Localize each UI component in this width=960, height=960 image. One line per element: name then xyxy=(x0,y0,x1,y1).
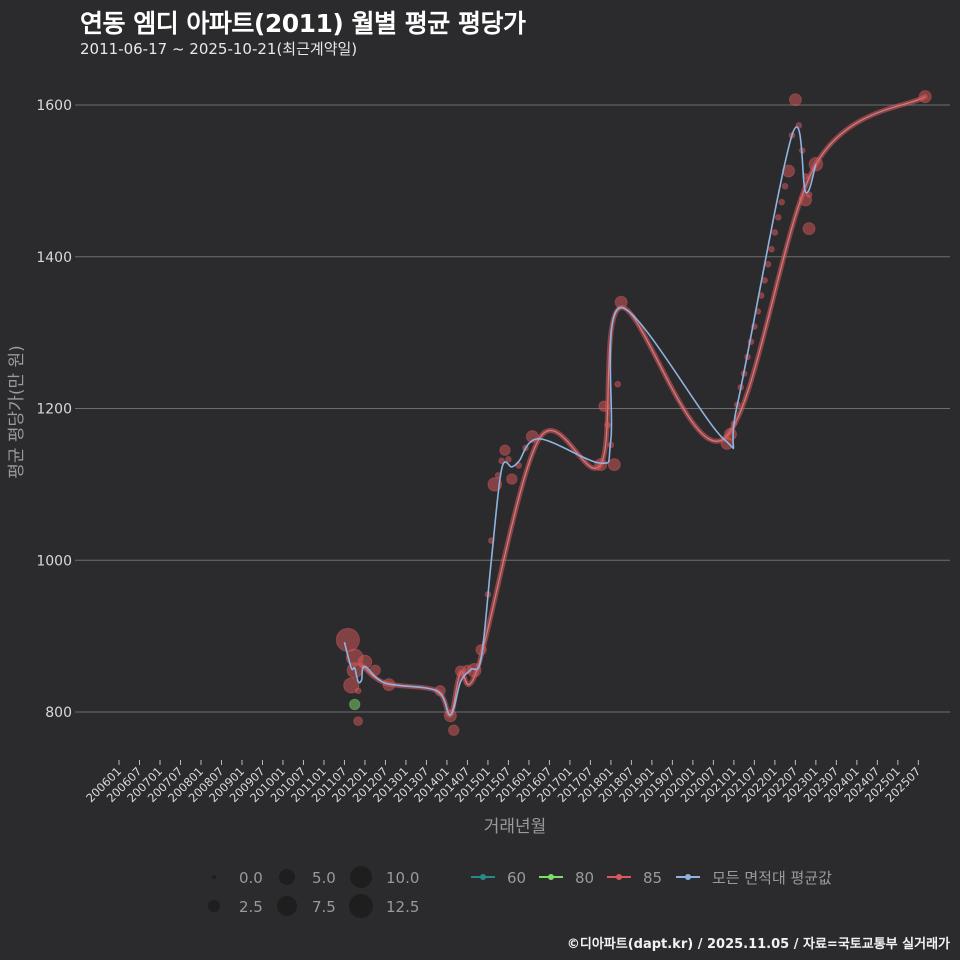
data-point xyxy=(594,458,608,472)
data-point xyxy=(354,687,362,695)
data-point xyxy=(802,222,816,236)
data-point xyxy=(614,295,628,309)
data-point xyxy=(771,229,779,236)
y-tick-label: 1600 xyxy=(36,98,72,114)
size-legend-symbol xyxy=(349,894,373,918)
size-legend-label: 2.5 xyxy=(239,898,263,916)
series-85-line xyxy=(359,94,928,718)
data-point xyxy=(768,245,775,253)
size-legend-symbol xyxy=(212,875,216,879)
data-point xyxy=(604,421,611,429)
series-85-line-core xyxy=(361,96,926,716)
chart-title: 연동 엠디 아파트(2011) 월별 평균 평당가 xyxy=(80,9,526,38)
data-point xyxy=(782,164,796,178)
data-point xyxy=(614,380,622,388)
data-point xyxy=(448,724,460,736)
data-point xyxy=(349,698,361,711)
data-point xyxy=(788,93,802,107)
color-legend-label: 모든 면적대 평균값 xyxy=(712,869,832,887)
data-points xyxy=(335,90,932,736)
data-point xyxy=(357,654,373,670)
size-legend-symbol xyxy=(277,896,297,916)
x-axis-ticks: 2006012006072007012007072008012008072009… xyxy=(83,760,923,805)
data-point xyxy=(343,677,360,694)
color-legend-dot xyxy=(480,874,486,880)
data-point xyxy=(774,213,782,221)
series-lines xyxy=(359,94,928,718)
color-legend-label: 80 xyxy=(575,869,594,887)
size-legend-label: 0.0 xyxy=(239,869,263,887)
x-axis-title: 거래년월 xyxy=(484,817,547,837)
size-legend-label: 5.0 xyxy=(312,869,336,887)
size-legend-symbol xyxy=(279,869,295,885)
color-legend-dot xyxy=(548,874,554,880)
data-point xyxy=(918,90,932,104)
y-axis-title: 평균 평당가(만 원) xyxy=(7,345,27,479)
legend: 0.0 2.5 5.0 7.5 10.0 12.5 60 80 85 모든 면적대 평균값 xyxy=(208,866,832,918)
data-point xyxy=(335,627,360,653)
size-legend-symbol xyxy=(208,900,220,912)
all-average-line xyxy=(343,126,817,716)
color-legend-label: 60 xyxy=(507,869,526,887)
data-point xyxy=(498,457,505,465)
size-legend-label: 10.0 xyxy=(386,869,419,887)
data-point xyxy=(778,198,786,206)
y-tick-label: 1000 xyxy=(36,553,72,569)
data-point xyxy=(764,261,772,268)
data-point xyxy=(499,444,511,456)
data-point xyxy=(466,662,482,678)
size-legend-label: 7.5 xyxy=(312,898,336,916)
color-legend-dot xyxy=(685,874,691,880)
y-tick-label: 800 xyxy=(45,705,72,721)
data-point xyxy=(475,644,487,656)
color-legend-label: 85 xyxy=(643,869,662,887)
data-point xyxy=(353,716,364,727)
data-point xyxy=(607,458,621,472)
chart-subtitle: 2011-06-17 ~ 2025-10-21(최근계약일) xyxy=(80,40,358,58)
data-point xyxy=(598,400,610,412)
data-point xyxy=(506,473,518,485)
gridlines xyxy=(80,104,950,713)
color-legend-dot xyxy=(616,874,622,880)
source-caption: ©디아파트(dapt.kr) / 2025.11.05 / 자료=국토교통부 실… xyxy=(566,937,950,952)
size-legend-label: 12.5 xyxy=(386,898,419,916)
y-axis-ticks: 800 1000 1200 1400 1600 xyxy=(36,98,80,721)
data-point xyxy=(723,427,737,441)
data-point xyxy=(505,456,512,463)
size-legend-symbol xyxy=(350,866,372,888)
y-tick-label: 1400 xyxy=(36,250,72,266)
y-tick-label: 1200 xyxy=(36,402,72,418)
data-point xyxy=(781,182,789,190)
